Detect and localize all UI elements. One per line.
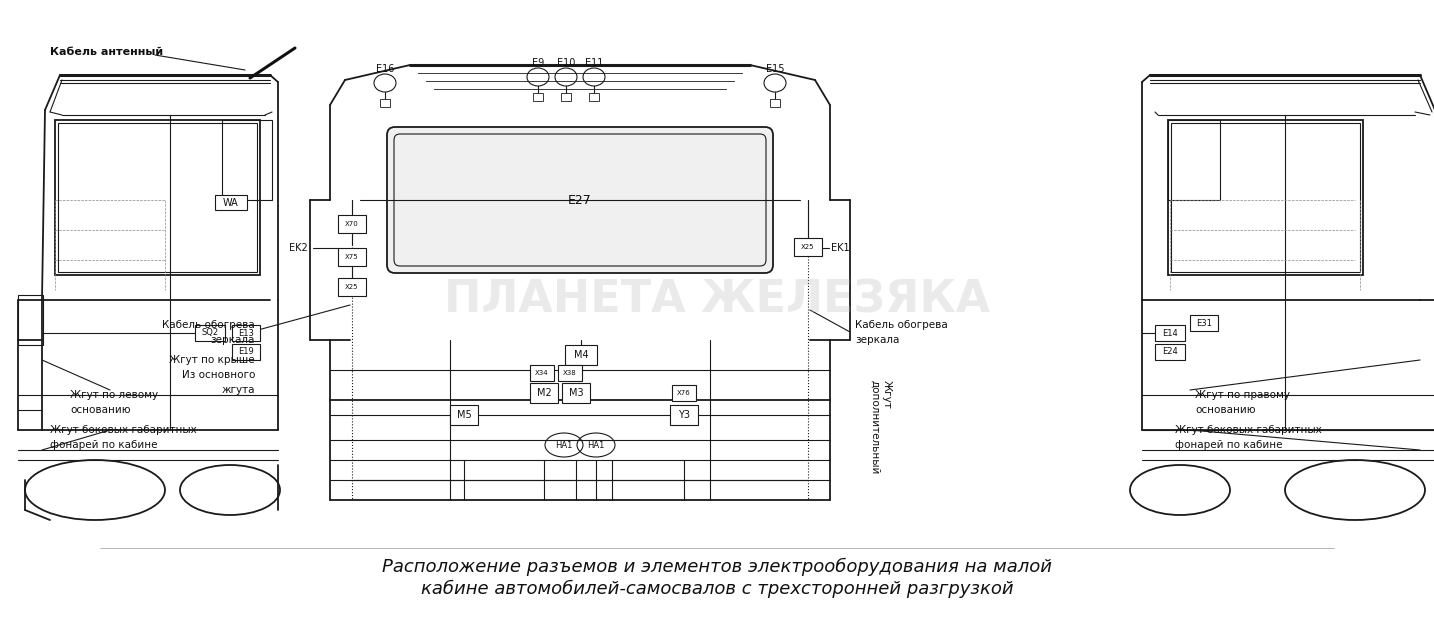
- Text: E19: E19: [238, 348, 254, 357]
- Bar: [533, 93, 543, 101]
- Bar: [1154, 325, 1184, 341]
- Text: E14: E14: [1162, 329, 1177, 338]
- Bar: [195, 325, 225, 341]
- Text: HA1: HA1: [555, 440, 572, 450]
- Text: M5: M5: [456, 410, 472, 420]
- Text: Жгут по левому: Жгут по левому: [70, 390, 158, 400]
- Text: жгута: жгута: [221, 385, 255, 395]
- Text: X76: X76: [677, 390, 691, 396]
- Bar: [232, 325, 260, 341]
- Text: E13: E13: [238, 329, 254, 338]
- Bar: [215, 195, 247, 210]
- Text: Жгут боковых габаритных: Жгут боковых габаритных: [50, 425, 196, 435]
- Bar: [1154, 344, 1184, 360]
- Text: E31: E31: [1196, 318, 1212, 327]
- Bar: [222, 120, 272, 200]
- Bar: [1172, 123, 1359, 272]
- Bar: [338, 215, 366, 233]
- Bar: [558, 365, 582, 381]
- FancyBboxPatch shape: [387, 127, 773, 273]
- Bar: [54, 120, 260, 275]
- Text: X25: X25: [802, 244, 815, 250]
- Text: M4: M4: [574, 350, 588, 360]
- Text: X38: X38: [564, 370, 576, 376]
- Text: Y3: Y3: [678, 410, 690, 420]
- Text: фонарей по кабине: фонарей по кабине: [50, 440, 158, 450]
- Text: E10: E10: [556, 58, 575, 68]
- Text: EK1: EK1: [830, 243, 849, 253]
- Text: E16: E16: [376, 64, 394, 74]
- Text: X70: X70: [346, 221, 358, 227]
- Text: основанию: основанию: [1195, 405, 1256, 415]
- Text: основанию: основанию: [70, 405, 130, 415]
- Text: Кабель антенный: Кабель антенный: [50, 47, 163, 57]
- Bar: [561, 93, 571, 101]
- Text: фонарей по кабине: фонарей по кабине: [1174, 440, 1282, 450]
- Text: зеркала: зеркала: [211, 335, 255, 345]
- Text: E24: E24: [1162, 348, 1177, 357]
- Bar: [562, 383, 589, 403]
- Bar: [531, 365, 554, 381]
- Text: кабине автомобилей-самосвалов с трехсторонней разгрузкой: кабине автомобилей-самосвалов с трехстор…: [420, 580, 1014, 598]
- Bar: [232, 344, 260, 360]
- Bar: [19, 295, 43, 345]
- Text: E9: E9: [532, 58, 543, 68]
- Bar: [531, 383, 558, 403]
- Text: Жгут
дополнительный: Жгут дополнительный: [870, 380, 892, 475]
- Bar: [338, 278, 366, 296]
- Text: Кабель обогрева: Кабель обогрева: [162, 320, 255, 330]
- Text: Жгут по крыше: Жгут по крыше: [169, 355, 255, 365]
- Text: Жгут боковых габаритных: Жгут боковых габаритных: [1174, 425, 1322, 435]
- Bar: [770, 99, 780, 107]
- Bar: [57, 123, 257, 272]
- Text: HA1: HA1: [588, 440, 605, 450]
- Text: EK2: EK2: [290, 243, 308, 253]
- Text: ПЛАНЕТА ЖЕЛЕЗЯКА: ПЛАНЕТА ЖЕЛЕЗЯКА: [445, 279, 989, 322]
- Text: зеркала: зеркала: [855, 335, 899, 345]
- Text: X75: X75: [346, 254, 358, 260]
- Bar: [450, 405, 478, 425]
- Bar: [673, 385, 695, 401]
- Text: E27: E27: [568, 193, 592, 207]
- Bar: [794, 238, 822, 256]
- Text: Расположение разъемов и элементов электрооборудования на малой: Расположение разъемов и элементов электр…: [381, 558, 1053, 576]
- Text: E15: E15: [766, 64, 784, 74]
- Text: X25: X25: [346, 284, 358, 290]
- Bar: [1190, 315, 1217, 331]
- Text: SQ2: SQ2: [201, 329, 218, 338]
- Text: Кабель обогрева: Кабель обогрева: [855, 320, 948, 330]
- Bar: [1169, 120, 1220, 200]
- Text: WA: WA: [224, 198, 239, 207]
- Text: Из основного: Из основного: [182, 370, 255, 380]
- Text: X34: X34: [535, 370, 549, 376]
- Bar: [338, 248, 366, 266]
- Text: E11: E11: [585, 58, 604, 68]
- Bar: [589, 93, 599, 101]
- Bar: [670, 405, 698, 425]
- Bar: [1169, 120, 1362, 275]
- Bar: [380, 99, 390, 107]
- Bar: [565, 345, 597, 365]
- Text: M3: M3: [569, 388, 584, 398]
- Text: M2: M2: [536, 388, 552, 398]
- Text: Жгут по правому: Жгут по правому: [1195, 390, 1291, 400]
